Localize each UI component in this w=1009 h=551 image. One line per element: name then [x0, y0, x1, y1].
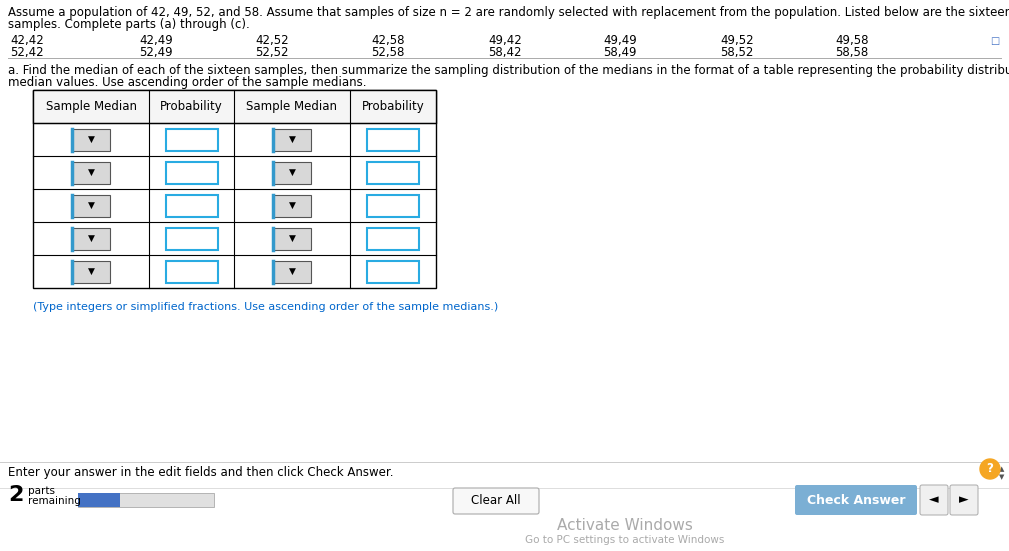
Text: Sample Median: Sample Median — [246, 100, 337, 113]
Text: 42,52: 42,52 — [255, 34, 289, 47]
FancyBboxPatch shape — [920, 485, 948, 515]
Text: 2: 2 — [8, 485, 23, 505]
Text: 58,52: 58,52 — [720, 46, 754, 59]
Bar — [72, 161, 110, 183]
Text: (Type integers or simplified fractions. Use ascending order of the sample median: (Type integers or simplified fractions. … — [33, 302, 498, 312]
Text: ◄: ◄ — [929, 494, 938, 506]
Text: Assume a population of 42, 49, 52, and 58. Assume that samples of size n = 2 are: Assume a population of 42, 49, 52, and 5… — [8, 6, 1009, 19]
Text: 52,42: 52,42 — [10, 46, 43, 59]
Text: ?: ? — [987, 462, 994, 476]
Text: □: □ — [990, 36, 999, 46]
Text: 42,58: 42,58 — [371, 34, 405, 47]
Text: ▼: ▼ — [289, 168, 296, 177]
Bar — [78, 493, 120, 507]
Text: ▼: ▼ — [88, 168, 95, 177]
Text: Clear All: Clear All — [471, 494, 521, 507]
Text: ►: ► — [960, 494, 969, 506]
Bar — [273, 161, 311, 183]
Text: ▼: ▼ — [88, 267, 95, 276]
Text: ▼: ▼ — [88, 135, 95, 144]
Text: 42,42: 42,42 — [10, 34, 43, 47]
Text: 49,49: 49,49 — [603, 34, 637, 47]
Bar — [72, 261, 110, 283]
Text: 49,52: 49,52 — [720, 34, 754, 47]
Text: ▼: ▼ — [289, 135, 296, 144]
Bar — [165, 128, 218, 150]
Text: 52,52: 52,52 — [255, 46, 289, 59]
Bar — [33, 90, 436, 123]
Bar — [367, 261, 419, 283]
Text: 58,58: 58,58 — [835, 46, 869, 59]
Text: ▼: ▼ — [289, 201, 296, 210]
Bar — [72, 128, 110, 150]
Text: samples. Complete parts (a) through (c).: samples. Complete parts (a) through (c). — [8, 18, 250, 31]
Bar — [367, 228, 419, 250]
Text: 49,58: 49,58 — [835, 34, 869, 47]
Bar — [72, 195, 110, 217]
Bar — [165, 261, 218, 283]
Text: remaining: remaining — [28, 496, 81, 506]
Bar — [273, 195, 311, 217]
Text: Probability: Probability — [160, 100, 223, 113]
Text: ▼: ▼ — [289, 267, 296, 276]
Bar — [78, 493, 214, 507]
Bar — [273, 261, 311, 283]
Text: Enter your answer in the edit fields and then click Check Answer.: Enter your answer in the edit fields and… — [8, 466, 394, 479]
Text: Activate Windows: Activate Windows — [557, 517, 692, 532]
Text: ▼: ▼ — [88, 234, 95, 243]
Text: 52,49: 52,49 — [139, 46, 173, 59]
Text: Probability: Probability — [361, 100, 425, 113]
Text: Check Answer: Check Answer — [807, 494, 905, 506]
Bar — [273, 228, 311, 250]
Text: ▼: ▼ — [999, 474, 1005, 480]
Text: ▼: ▼ — [88, 201, 95, 210]
FancyBboxPatch shape — [453, 488, 539, 514]
Text: 42,49: 42,49 — [139, 34, 173, 47]
Bar — [165, 228, 218, 250]
Text: ▼: ▼ — [289, 234, 296, 243]
Bar — [367, 195, 419, 217]
Text: Go to PC settings to activate Windows: Go to PC settings to activate Windows — [525, 535, 724, 545]
Bar — [367, 161, 419, 183]
Bar — [165, 161, 218, 183]
FancyBboxPatch shape — [950, 485, 978, 515]
Bar — [72, 228, 110, 250]
Circle shape — [980, 459, 1000, 479]
Text: 52,58: 52,58 — [371, 46, 405, 59]
Text: ▲: ▲ — [999, 466, 1005, 472]
Bar — [367, 128, 419, 150]
Bar — [165, 195, 218, 217]
Text: 58,42: 58,42 — [488, 46, 522, 59]
Bar — [273, 128, 311, 150]
FancyBboxPatch shape — [795, 485, 917, 515]
Text: parts: parts — [28, 486, 55, 496]
Text: 58,49: 58,49 — [603, 46, 637, 59]
Text: a. Find the median of each of the sixteen samples, then summarize the sampling d: a. Find the median of each of the sixtee… — [8, 64, 1009, 77]
Text: Sample Median: Sample Median — [45, 100, 136, 113]
Text: median values. Use ascending order of the sample medians.: median values. Use ascending order of th… — [8, 76, 366, 89]
Text: 49,42: 49,42 — [488, 34, 522, 47]
Bar — [33, 90, 436, 288]
